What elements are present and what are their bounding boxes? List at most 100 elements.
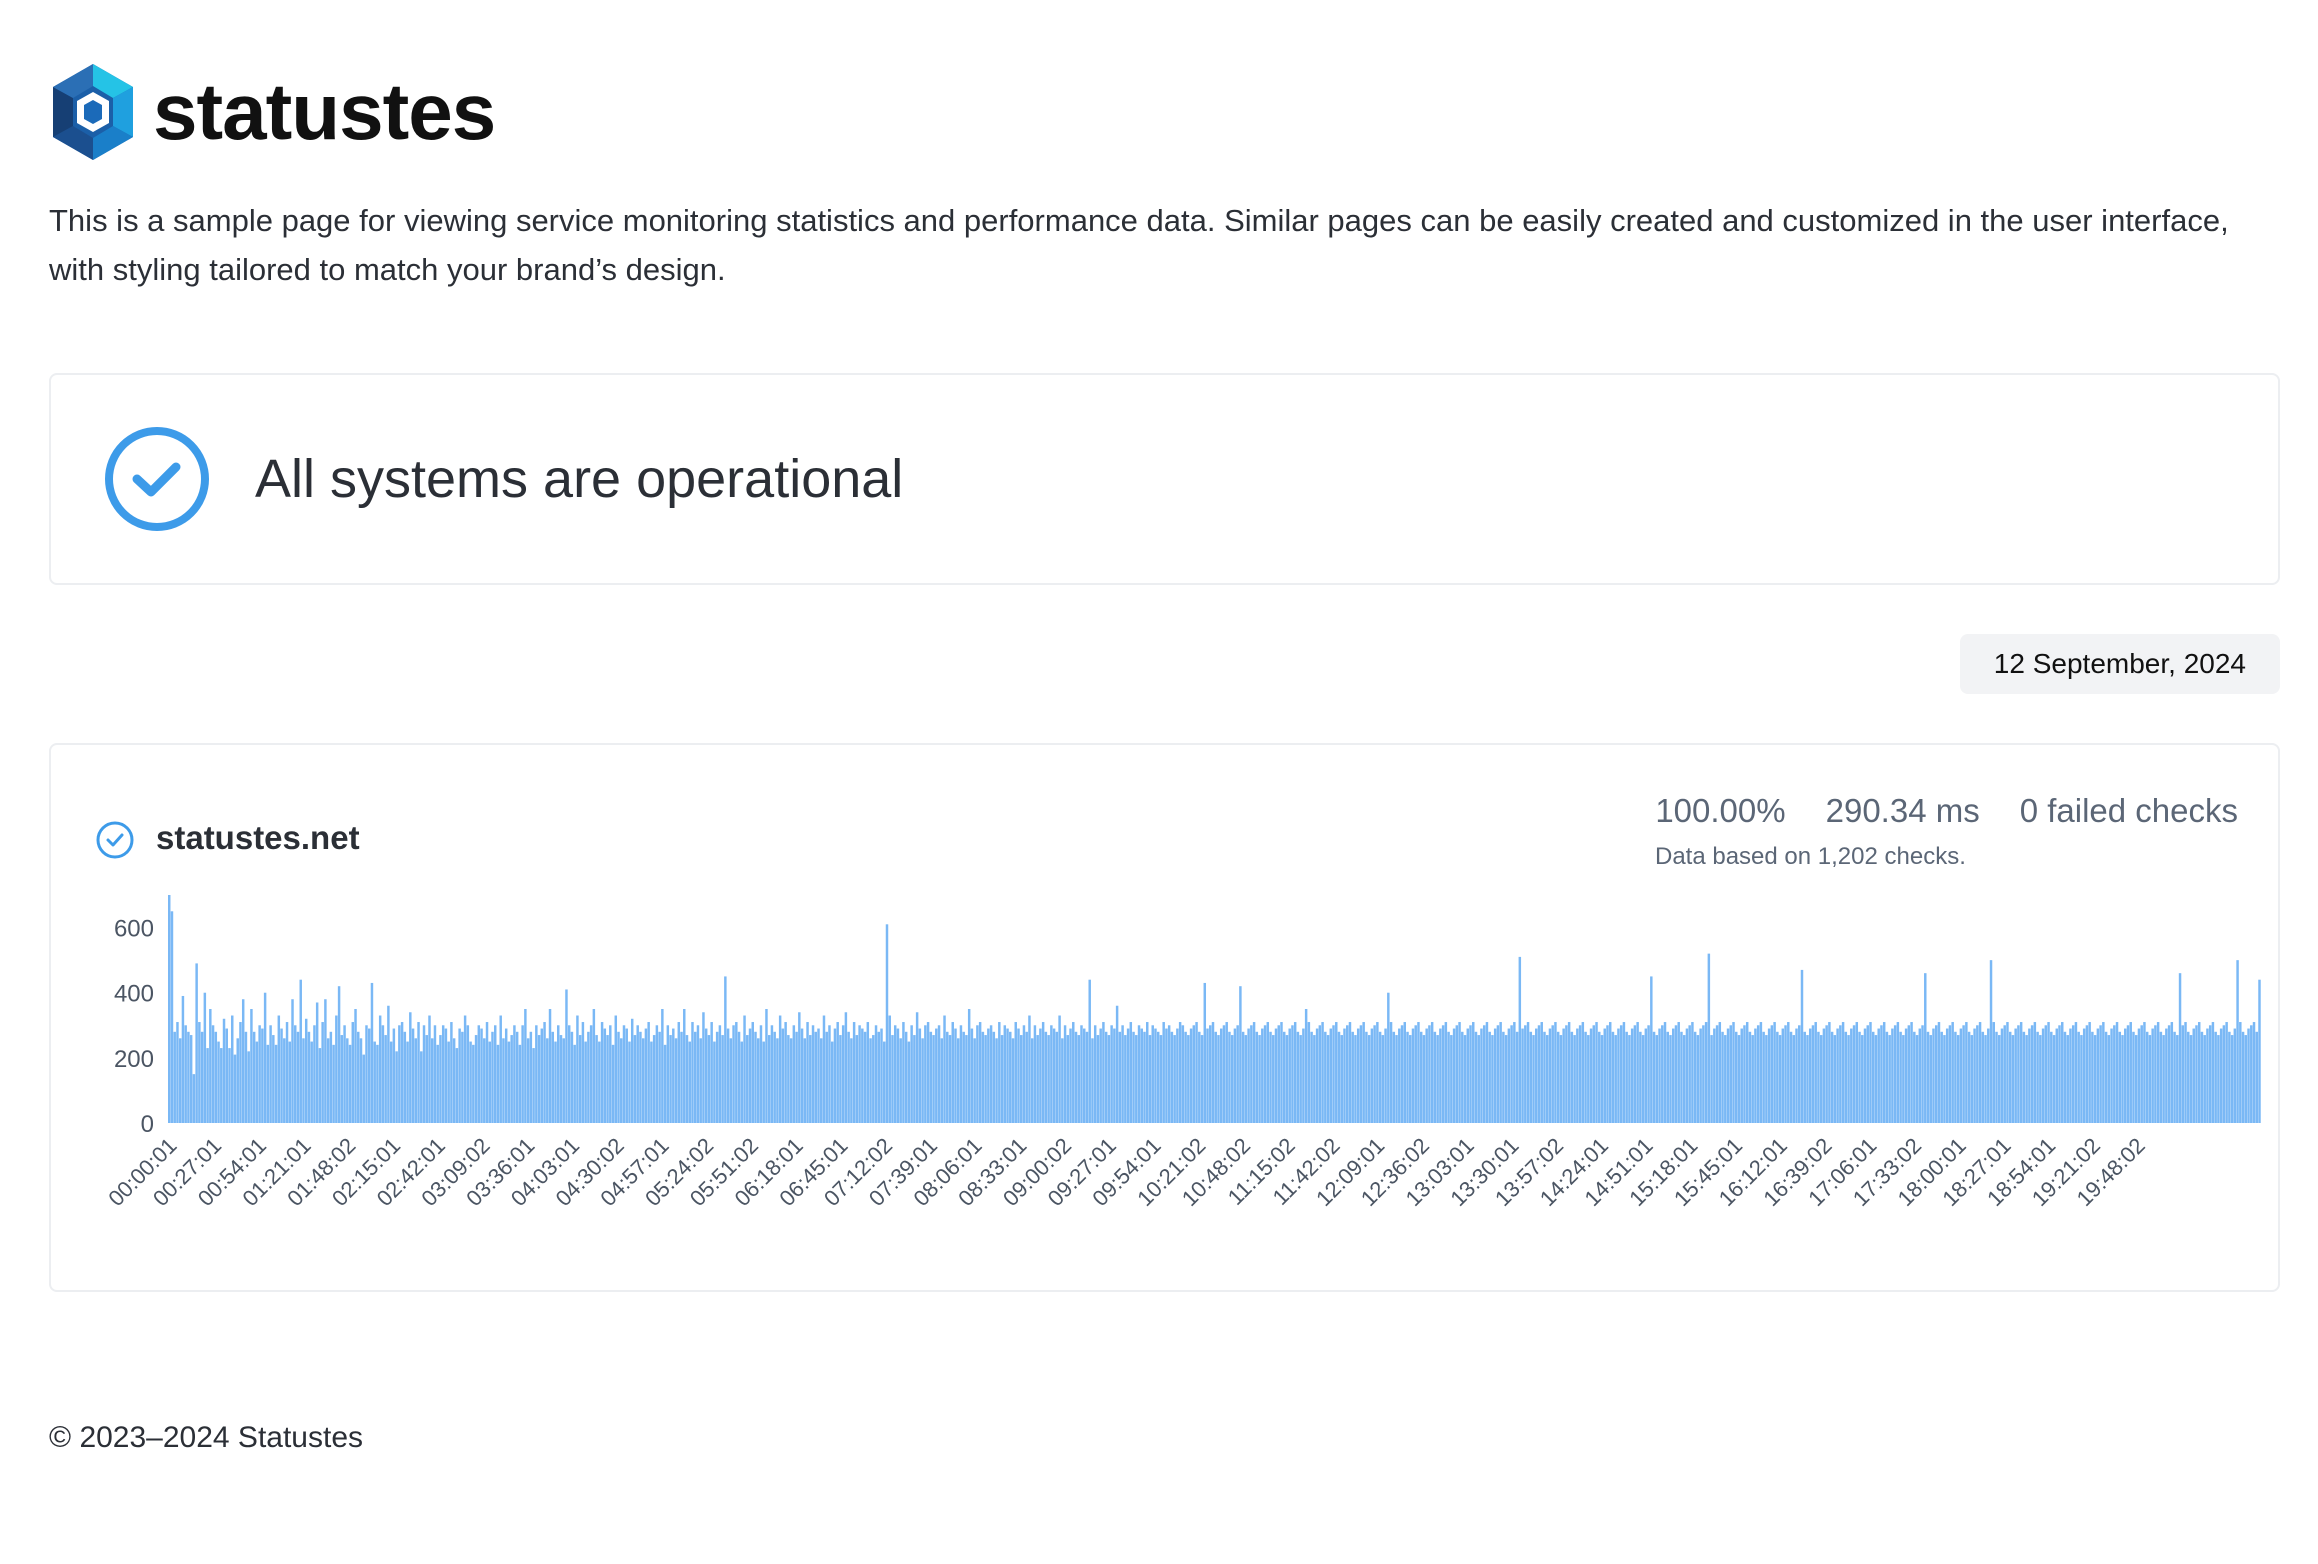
response-bar[interactable]: [1767, 1028, 1771, 1123]
response-bar[interactable]: [2074, 1022, 2078, 1123]
response-bar[interactable]: [384, 1035, 387, 1123]
response-bar[interactable]: [1693, 1031, 1697, 1123]
response-bar[interactable]: [1548, 1028, 1552, 1123]
response-bar[interactable]: [173, 1031, 176, 1123]
response-bar[interactable]: [1910, 1022, 1913, 1123]
response-bar[interactable]: [2047, 1022, 2050, 1123]
response-bar[interactable]: [778, 1015, 782, 1123]
response-bar[interactable]: [1745, 1022, 1749, 1123]
response-bar[interactable]: [1474, 1031, 1478, 1123]
response-bar[interactable]: [1803, 1031, 1806, 1123]
response-bar[interactable]: [2085, 1025, 2089, 1123]
response-bar[interactable]: [1269, 1031, 1272, 1123]
response-bar[interactable]: [1241, 1031, 1245, 1123]
response-bar[interactable]: [2050, 1031, 2053, 1123]
response-bar[interactable]: [1628, 1035, 1631, 1123]
response-bar[interactable]: [978, 1022, 982, 1123]
response-bar[interactable]: [1871, 1031, 1875, 1123]
response-bar[interactable]: [337, 986, 341, 1123]
response-bar[interactable]: [2230, 1035, 2234, 1123]
response-bar[interactable]: [2052, 1035, 2056, 1123]
response-bar[interactable]: [2176, 1035, 2179, 1123]
response-bar[interactable]: [998, 1022, 1001, 1123]
response-bar[interactable]: [466, 1025, 470, 1123]
response-bar[interactable]: [452, 1038, 456, 1123]
response-bar[interactable]: [713, 1041, 716, 1123]
response-bar[interactable]: [1277, 1025, 1280, 1123]
response-bar[interactable]: [1945, 1028, 1949, 1123]
response-bar[interactable]: [387, 1005, 390, 1123]
response-bar[interactable]: [1822, 1028, 1826, 1123]
response-bar[interactable]: [1658, 1028, 1661, 1123]
response-bar[interactable]: [1343, 1028, 1346, 1123]
response-bar[interactable]: [1513, 1022, 1516, 1123]
response-bar[interactable]: [1162, 1022, 1165, 1123]
response-bar[interactable]: [420, 1051, 423, 1123]
response-bar[interactable]: [1850, 1028, 1853, 1123]
response-bar[interactable]: [902, 1022, 905, 1123]
response-bar[interactable]: [263, 992, 267, 1123]
response-bar[interactable]: [378, 1015, 382, 1123]
response-bar[interactable]: [932, 1035, 935, 1123]
response-bar[interactable]: [2143, 1022, 2146, 1123]
response-bar[interactable]: [1866, 1025, 1869, 1123]
response-bar[interactable]: [1055, 1031, 1059, 1123]
response-bar[interactable]: [1696, 1035, 1700, 1123]
response-bar[interactable]: [181, 995, 185, 1123]
response-bar[interactable]: [1096, 1035, 1100, 1123]
response-bar[interactable]: [1830, 1031, 1834, 1123]
response-bar[interactable]: [1976, 1025, 1979, 1123]
response-bar[interactable]: [1524, 1025, 1527, 1123]
response-bar[interactable]: [1209, 1025, 1212, 1123]
response-bar[interactable]: [1743, 1025, 1746, 1123]
response-bar[interactable]: [310, 1041, 313, 1123]
response-bar[interactable]: [1178, 1022, 1182, 1123]
response-bar[interactable]: [2058, 1025, 2061, 1123]
response-bar[interactable]: [1515, 1031, 1519, 1123]
response-bar[interactable]: [1529, 1031, 1533, 1123]
response-bar[interactable]: [1409, 1035, 1412, 1123]
response-bar[interactable]: [1636, 1022, 1639, 1123]
response-bar[interactable]: [1584, 1031, 1587, 1123]
response-bar[interactable]: [1233, 1028, 1237, 1123]
response-bar[interactable]: [1356, 1028, 1360, 1123]
response-bar[interactable]: [231, 1015, 234, 1123]
response-bar[interactable]: [989, 1025, 993, 1123]
response-bar[interactable]: [1510, 1025, 1513, 1123]
response-bar[interactable]: [2077, 1031, 2080, 1123]
response-bar[interactable]: [277, 1015, 281, 1123]
response-bar[interactable]: [477, 1025, 481, 1123]
response-bar[interactable]: [1025, 1031, 1028, 1123]
response-bar[interactable]: [192, 1074, 196, 1123]
response-bar[interactable]: [754, 1031, 757, 1123]
response-bar[interactable]: [792, 1025, 796, 1123]
response-bar[interactable]: [1570, 1031, 1574, 1123]
response-bar[interactable]: [1896, 1022, 1900, 1123]
response-bar[interactable]: [1387, 992, 1390, 1123]
response-bar[interactable]: [732, 1025, 735, 1123]
response-bar[interactable]: [1022, 1025, 1026, 1123]
response-bar[interactable]: [1756, 1025, 1760, 1123]
response-bar[interactable]: [691, 1022, 694, 1123]
response-bar[interactable]: [1959, 1028, 1963, 1123]
response-bar[interactable]: [625, 1028, 628, 1123]
response-bar[interactable]: [1784, 1025, 1787, 1123]
response-bar[interactable]: [381, 1025, 385, 1123]
response-bar[interactable]: [762, 1041, 765, 1123]
response-bar[interactable]: [1825, 1025, 1828, 1123]
response-bar[interactable]: [1011, 1038, 1015, 1123]
response-bar[interactable]: [2247, 1028, 2250, 1123]
response-bar[interactable]: [1929, 1035, 1932, 1123]
response-bar[interactable]: [680, 1031, 683, 1123]
response-bar[interactable]: [1083, 1028, 1086, 1123]
response-bar[interactable]: [1600, 1035, 1604, 1123]
response-bar[interactable]: [430, 1038, 434, 1123]
response-bar[interactable]: [2115, 1022, 2119, 1123]
response-bar[interactable]: [1050, 1025, 1053, 1123]
response-bar[interactable]: [1765, 1035, 1768, 1123]
response-bar[interactable]: [1384, 1028, 1387, 1123]
response-bar[interactable]: [1206, 1028, 1209, 1123]
response-bar[interactable]: [1170, 1031, 1174, 1123]
response-bar[interactable]: [1304, 1009, 1308, 1123]
response-bar[interactable]: [2110, 1028, 2113, 1123]
